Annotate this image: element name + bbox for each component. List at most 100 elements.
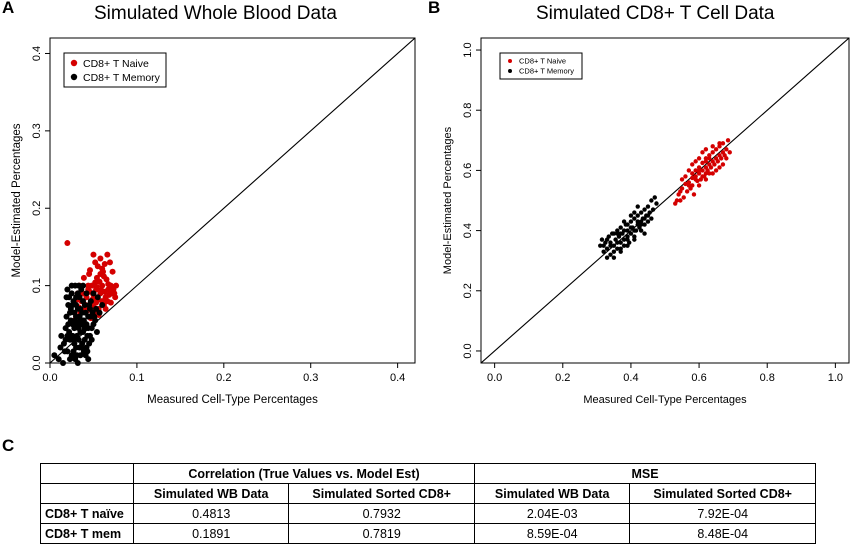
data-point — [608, 240, 613, 245]
data-point — [109, 268, 116, 275]
data-point — [727, 150, 732, 155]
data-point — [80, 282, 87, 289]
data-point — [652, 195, 657, 200]
data-point — [707, 153, 712, 158]
data-point — [90, 251, 97, 258]
data-point — [632, 228, 637, 233]
data-point — [700, 174, 705, 179]
table-row: CD8+ T mem 0.1891 0.7819 8.59E-04 8.48E-… — [40, 523, 816, 544]
table-group-header-correlation: Correlation (True Values vs. Model Est) — [133, 463, 475, 484]
table-group-header-row: Correlation (True Values vs. Model Est) … — [40, 463, 817, 484]
data-point — [720, 141, 726, 146]
data-point — [51, 352, 58, 359]
data-point — [625, 222, 630, 227]
data-point — [63, 294, 70, 301]
data-point — [686, 180, 692, 185]
data-point — [604, 246, 610, 251]
data-point — [707, 171, 712, 176]
data-point — [611, 255, 617, 260]
identity-line — [50, 38, 415, 363]
y-tick-label: 0.0 — [31, 355, 43, 370]
data-point — [700, 168, 705, 173]
y-tick-label: 0.3 — [31, 123, 43, 138]
data-point — [97, 255, 104, 262]
data-point — [101, 260, 108, 267]
identity-line — [481, 38, 849, 363]
data-point — [93, 329, 100, 336]
data-point — [92, 279, 99, 286]
y-tick-label: 0.4 — [462, 223, 474, 238]
data-point — [86, 271, 93, 278]
data-point — [81, 325, 88, 332]
chart-a-whole-blood: 0.0 0.1 0.2 0.3 0.4 0.0 0.1 0.2 0.3 0.4 Measured C… — [11, 37, 416, 406]
table-corner-cell — [40, 463, 134, 484]
data-point — [628, 219, 634, 224]
data-point — [690, 175, 695, 181]
table-sub-header: Simulated WB Data — [473, 483, 631, 504]
table-sub-header-row: Simulated WB Data Simulated Sorted CD8+ … — [40, 483, 816, 504]
data-point — [102, 305, 109, 312]
data-point — [615, 246, 620, 251]
data-point — [87, 298, 94, 305]
legend-marker — [508, 59, 512, 63]
data-point — [638, 210, 644, 215]
legend-marker — [508, 69, 512, 73]
data-point — [608, 252, 613, 257]
data-point — [712, 162, 717, 167]
data-point — [97, 271, 104, 278]
legend-label: CD8+ T Memory — [83, 72, 161, 84]
table-cell: 8.59E-04 — [473, 523, 631, 544]
data-point — [683, 174, 688, 179]
y-tick-label: 0.2 — [31, 201, 43, 216]
x-tick-label: 0.0 — [487, 372, 502, 384]
table-cell: 0.1891 — [132, 523, 290, 544]
data-point — [649, 198, 654, 203]
series-cd8-t-memory — [51, 282, 106, 366]
data-point — [703, 171, 709, 176]
data-point — [625, 237, 630, 242]
data-point — [628, 231, 634, 236]
data-point — [693, 168, 698, 173]
data-point — [90, 290, 97, 297]
y-tick-label: 0.0 — [462, 343, 474, 358]
data-point — [618, 225, 623, 230]
legend-label: CD8+ T Naive — [83, 58, 149, 70]
data-point — [73, 294, 80, 301]
data-point — [707, 156, 712, 161]
data-point — [678, 189, 683, 194]
chart-b-title: Simulated CD8+ T Cell Data — [536, 3, 775, 24]
data-point — [104, 251, 111, 258]
data-point — [621, 228, 627, 233]
data-point — [696, 165, 702, 170]
data-point — [94, 294, 101, 301]
y-tick-label: 0.2 — [462, 283, 474, 298]
data-point — [604, 237, 610, 242]
data-point — [77, 317, 84, 324]
y-tick-label: 0.6 — [462, 163, 474, 178]
data-point — [703, 156, 709, 161]
data-point — [615, 240, 620, 245]
data-point — [696, 156, 702, 161]
plot-frame — [480, 37, 850, 364]
table-corner-cell — [40, 483, 134, 504]
data-point — [83, 344, 90, 351]
x-tick-label: 0.3 — [303, 372, 318, 384]
y-tick-label: 0.8 — [462, 103, 474, 118]
data-point — [57, 344, 64, 351]
data-point — [85, 282, 92, 289]
data-point — [611, 243, 617, 248]
data-point — [686, 183, 692, 188]
data-point — [632, 234, 637, 239]
data-point — [686, 168, 692, 173]
data-point — [62, 325, 69, 332]
data-point — [693, 159, 698, 164]
y-tick-label: 0.4 — [31, 46, 43, 61]
data-point — [642, 222, 647, 227]
table-row-label: CD8+ T mem — [40, 523, 134, 544]
plot-frame — [49, 37, 416, 364]
data-point — [700, 160, 705, 166]
data-point — [64, 286, 71, 293]
table-row: CD8+ T naïve 0.4813 0.7932 2.04E-03 7.92… — [40, 503, 816, 524]
data-point — [91, 313, 98, 320]
